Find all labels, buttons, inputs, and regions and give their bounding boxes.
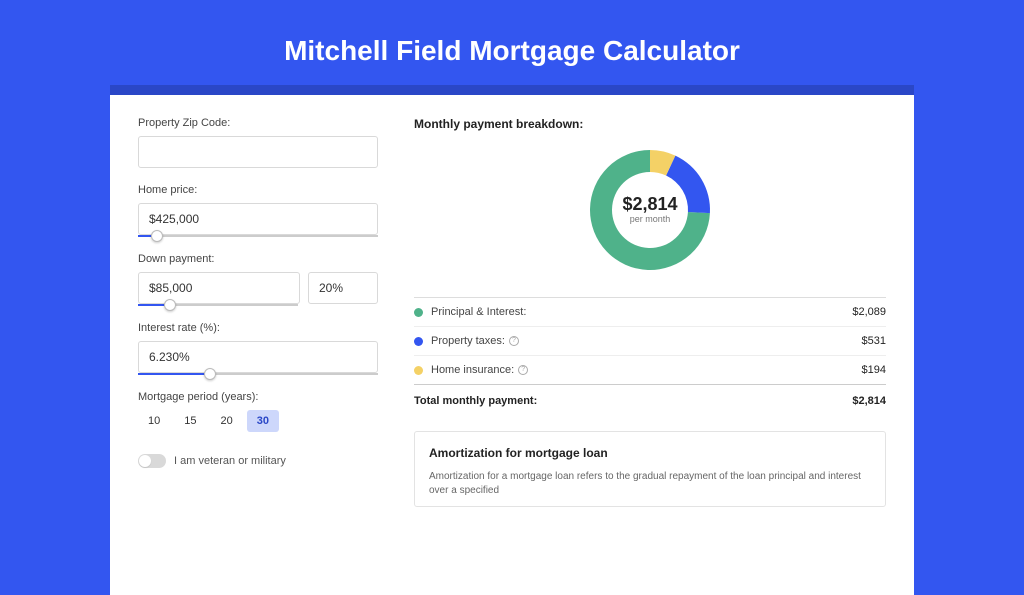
period-buttons: 10152030 (138, 410, 378, 432)
interest-rate-input[interactable] (138, 341, 378, 373)
legend-row: Property taxes:?$531 (414, 326, 886, 355)
down-payment-pct-input[interactable] (308, 272, 378, 304)
legend-label: Home insurance:? (431, 364, 862, 376)
legend-row: Principal & Interest:$2,089 (414, 297, 886, 326)
legend-dot (414, 366, 423, 375)
down-payment-group: Down payment: (138, 253, 378, 306)
veteran-label: I am veteran or military (174, 455, 286, 467)
total-label: Total monthly payment: (414, 395, 852, 407)
form-column: Property Zip Code: Home price: Down paym… (138, 117, 378, 565)
mortgage-period-group: Mortgage period (years): 10152030 (138, 391, 378, 432)
legend-label: Principal & Interest: (431, 306, 852, 318)
interest-rate-group: Interest rate (%): (138, 322, 378, 375)
interest-rate-label: Interest rate (%): (138, 322, 378, 334)
total-value: $2,814 (852, 395, 886, 407)
card-outer: Property Zip Code: Home price: Down paym… (110, 85, 914, 585)
zip-label: Property Zip Code: (138, 117, 378, 129)
calculator-card: Property Zip Code: Home price: Down paym… (110, 95, 914, 595)
interest-rate-slider[interactable] (138, 373, 378, 375)
down-payment-input[interactable] (138, 272, 300, 304)
info-icon[interactable]: ? (509, 336, 519, 346)
amortization-text: Amortization for a mortgage loan refers … (429, 470, 871, 498)
donut-chart: $2,814 per month (414, 145, 886, 275)
breakdown-legend: Principal & Interest:$2,089Property taxe… (414, 297, 886, 415)
page-title: Mitchell Field Mortgage Calculator (0, 0, 1024, 85)
home-price-input[interactable] (138, 203, 378, 235)
veteran-toggle-row: I am veteran or military (138, 454, 378, 468)
mortgage-period-label: Mortgage period (years): (138, 391, 378, 403)
legend-value: $531 (862, 335, 886, 347)
legend-dot (414, 337, 423, 346)
legend-value: $194 (862, 364, 886, 376)
home-price-group: Home price: (138, 184, 378, 237)
period-btn-10[interactable]: 10 (138, 410, 170, 432)
amortization-title: Amortization for mortgage loan (429, 446, 871, 460)
period-btn-30[interactable]: 30 (247, 410, 279, 432)
amortization-card: Amortization for mortgage loan Amortizat… (414, 431, 886, 507)
home-price-label: Home price: (138, 184, 378, 196)
legend-value: $2,089 (852, 306, 886, 318)
legend-label: Property taxes:? (431, 335, 862, 347)
zip-input[interactable] (138, 136, 378, 168)
zip-field-group: Property Zip Code: (138, 117, 378, 168)
down-payment-label: Down payment: (138, 253, 378, 265)
breakdown-column: Monthly payment breakdown: $2,814 per mo… (414, 117, 886, 565)
donut-center-value: $2,814 (622, 194, 677, 214)
period-btn-15[interactable]: 15 (174, 410, 206, 432)
home-price-slider[interactable] (138, 235, 378, 237)
breakdown-title: Monthly payment breakdown: (414, 117, 886, 131)
legend-total-row: Total monthly payment:$2,814 (414, 384, 886, 415)
donut-center-sub: per month (630, 214, 671, 224)
period-btn-20[interactable]: 20 (211, 410, 243, 432)
down-payment-slider[interactable] (138, 304, 298, 306)
veteran-toggle[interactable] (138, 454, 166, 468)
legend-dot (414, 308, 423, 317)
legend-row: Home insurance:?$194 (414, 355, 886, 384)
info-icon[interactable]: ? (518, 365, 528, 375)
